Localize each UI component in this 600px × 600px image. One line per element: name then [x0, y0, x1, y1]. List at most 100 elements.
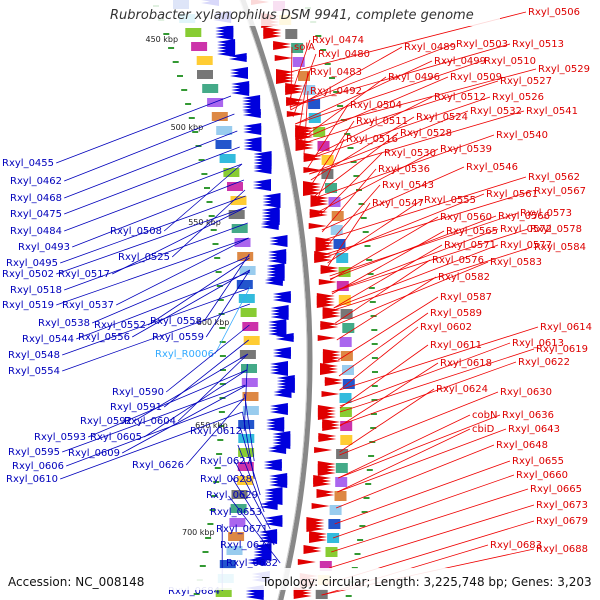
tick-mark [364, 245, 371, 247]
plus-strand-gene [315, 246, 334, 252]
left-label-leader [177, 353, 249, 422]
genome-title: Rubrobacter xylanophilus DSM 9941, compl… [110, 8, 474, 23]
right-gene-label: solA [294, 42, 315, 53]
right-label-leader [339, 348, 535, 413]
right-gene-label: Rxyl_0547 [372, 198, 424, 209]
cog-band [321, 169, 334, 179]
tick-mark [371, 357, 378, 359]
tick-mark [354, 553, 361, 555]
minus-strand-gene [243, 146, 262, 152]
cog-band [328, 519, 341, 529]
plus-strand-gene [303, 156, 322, 162]
right-gene-label: Rxyl_0622 [518, 357, 570, 368]
tick-mark [368, 287, 375, 289]
tick-mark [202, 551, 209, 553]
right-gene-label: Rxyl_0613 [512, 338, 564, 349]
cog-band [227, 182, 243, 191]
kbp-position-label: 550 kbp [188, 218, 221, 227]
left-label-leader [234, 461, 271, 530]
cog-band [334, 491, 347, 501]
right-label-leader [339, 362, 439, 427]
right-gene-label: Rxyl_0483 [310, 67, 362, 78]
minus-strand-gene [228, 56, 247, 62]
left-label-leader [205, 269, 251, 338]
left-label-leader [56, 206, 247, 275]
tick-mark [177, 75, 183, 77]
left-label-leader [64, 146, 240, 215]
right-label-leader [339, 326, 539, 391]
right-gene-label: Rxyl_0543 [382, 180, 434, 191]
plus-strand-gene [303, 167, 322, 173]
tick-mark [365, 483, 372, 485]
right-label-leader [339, 391, 499, 456]
cog-band [219, 154, 236, 163]
minus-strand-gene [275, 336, 294, 342]
left-gene-label: Rxyl_0629 [206, 490, 258, 501]
right-gene-label: Rxyl_0499 [434, 56, 486, 67]
tick-mark [371, 343, 378, 345]
right-label-leader [332, 474, 515, 539]
left-label-leader [122, 385, 246, 454]
plus-strand-gene [316, 492, 335, 498]
left-gene-label: Rxyl_0593 [34, 432, 86, 443]
left-gene-label: Rxyl_0558 [150, 316, 202, 327]
tick-mark [366, 469, 373, 471]
cog-band [333, 239, 346, 249]
right-gene-label: Rxyl_0567 [534, 186, 586, 197]
left-gene-label: Rxyl_0626 [132, 460, 184, 471]
minus-strand-gene [269, 409, 288, 415]
tick-mark [370, 427, 377, 429]
tick-mark [219, 341, 226, 343]
cog-band [238, 294, 255, 303]
left-label-leader [56, 237, 249, 306]
right-gene-label: Rxyl_0536 [378, 164, 430, 175]
right-label-leader [310, 116, 415, 181]
minus-strand-gene [268, 448, 287, 454]
cog-band [219, 560, 236, 569]
accession-text: Accession: NC_008148 [8, 575, 145, 589]
tick-mark [192, 131, 199, 133]
tick-mark [214, 467, 221, 469]
tick-mark [206, 201, 213, 203]
plus-strand-gene [303, 548, 322, 554]
right-gene-label: Rxyl_0618 [440, 358, 492, 369]
left-label-leader [163, 163, 243, 232]
right-label-leader [299, 76, 387, 141]
right-label-leader [307, 104, 349, 169]
left-gene-label: Rxyl_0554 [8, 366, 60, 377]
tick-mark [217, 299, 224, 301]
footer-backdrop [0, 568, 600, 590]
kbp-position-label: 450 kbp [145, 35, 178, 44]
tick-mark [359, 525, 366, 527]
cog-band [238, 434, 255, 443]
left-gene-label: Rxyl_0612 [190, 426, 242, 437]
left-gene-label: Rxyl_0591 [110, 402, 162, 413]
cog-band [340, 351, 353, 361]
right-label-leader [337, 296, 439, 361]
left-gene-label: Rxyl_0682 [226, 558, 278, 569]
tick-mark [188, 117, 195, 119]
cog-band [230, 196, 247, 205]
tick-mark [363, 497, 370, 499]
right-gene-label: Rxyl_0539 [440, 144, 492, 155]
right-label-leader [311, 120, 355, 185]
right-gene-label: Rxyl_0546 [466, 162, 518, 173]
cog-band [342, 323, 355, 333]
left-gene-label: Rxyl_0605 [90, 432, 142, 443]
right-label-leader [339, 344, 429, 409]
right-label-leader [309, 110, 469, 175]
tick-mark [205, 537, 212, 539]
left-label-leader [60, 195, 246, 264]
tick-mark [201, 173, 208, 175]
plus-strand-gene [276, 78, 294, 84]
plus-strand-gene [303, 190, 321, 196]
right-gene-label: Rxyl_0571 [444, 240, 496, 251]
tick-mark [216, 453, 223, 455]
right-label-leader [295, 60, 483, 125]
tick-mark [333, 91, 340, 93]
tick-mark [372, 371, 378, 373]
left-label-leader [163, 339, 249, 408]
minus-strand-gene [217, 51, 236, 57]
cog-band [231, 490, 248, 499]
